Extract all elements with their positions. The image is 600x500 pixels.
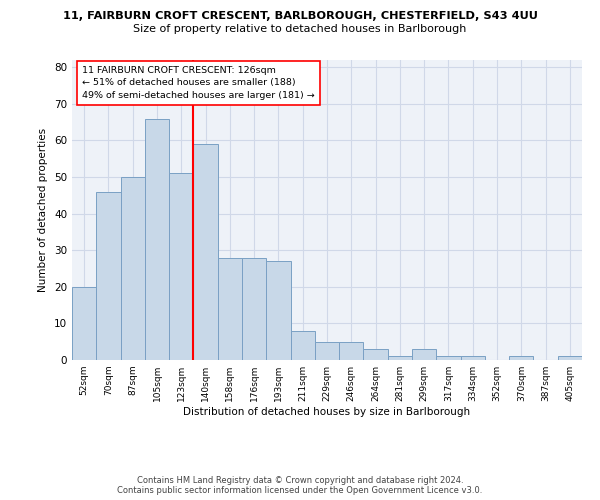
Bar bbox=[436, 356, 461, 360]
Text: 11, FAIRBURN CROFT CRESCENT, BARLBOROUGH, CHESTERFIELD, S43 4UU: 11, FAIRBURN CROFT CRESCENT, BARLBOROUGH… bbox=[62, 11, 538, 21]
X-axis label: Distribution of detached houses by size in Barlborough: Distribution of detached houses by size … bbox=[184, 407, 470, 417]
Bar bbox=[169, 174, 193, 360]
Bar bbox=[96, 192, 121, 360]
Bar bbox=[315, 342, 339, 360]
Bar bbox=[509, 356, 533, 360]
Bar bbox=[121, 177, 145, 360]
Bar bbox=[242, 258, 266, 360]
Bar bbox=[364, 349, 388, 360]
Bar bbox=[266, 261, 290, 360]
Bar bbox=[218, 258, 242, 360]
Bar bbox=[558, 356, 582, 360]
Text: Contains HM Land Registry data © Crown copyright and database right 2024.
Contai: Contains HM Land Registry data © Crown c… bbox=[118, 476, 482, 495]
Bar bbox=[290, 330, 315, 360]
Bar bbox=[461, 356, 485, 360]
Y-axis label: Number of detached properties: Number of detached properties bbox=[38, 128, 49, 292]
Bar bbox=[145, 118, 169, 360]
Bar bbox=[193, 144, 218, 360]
Bar bbox=[388, 356, 412, 360]
Text: 11 FAIRBURN CROFT CRESCENT: 126sqm
← 51% of detached houses are smaller (188)
49: 11 FAIRBURN CROFT CRESCENT: 126sqm ← 51%… bbox=[82, 66, 315, 100]
Bar bbox=[339, 342, 364, 360]
Bar bbox=[72, 287, 96, 360]
Bar bbox=[412, 349, 436, 360]
Text: Size of property relative to detached houses in Barlborough: Size of property relative to detached ho… bbox=[133, 24, 467, 34]
